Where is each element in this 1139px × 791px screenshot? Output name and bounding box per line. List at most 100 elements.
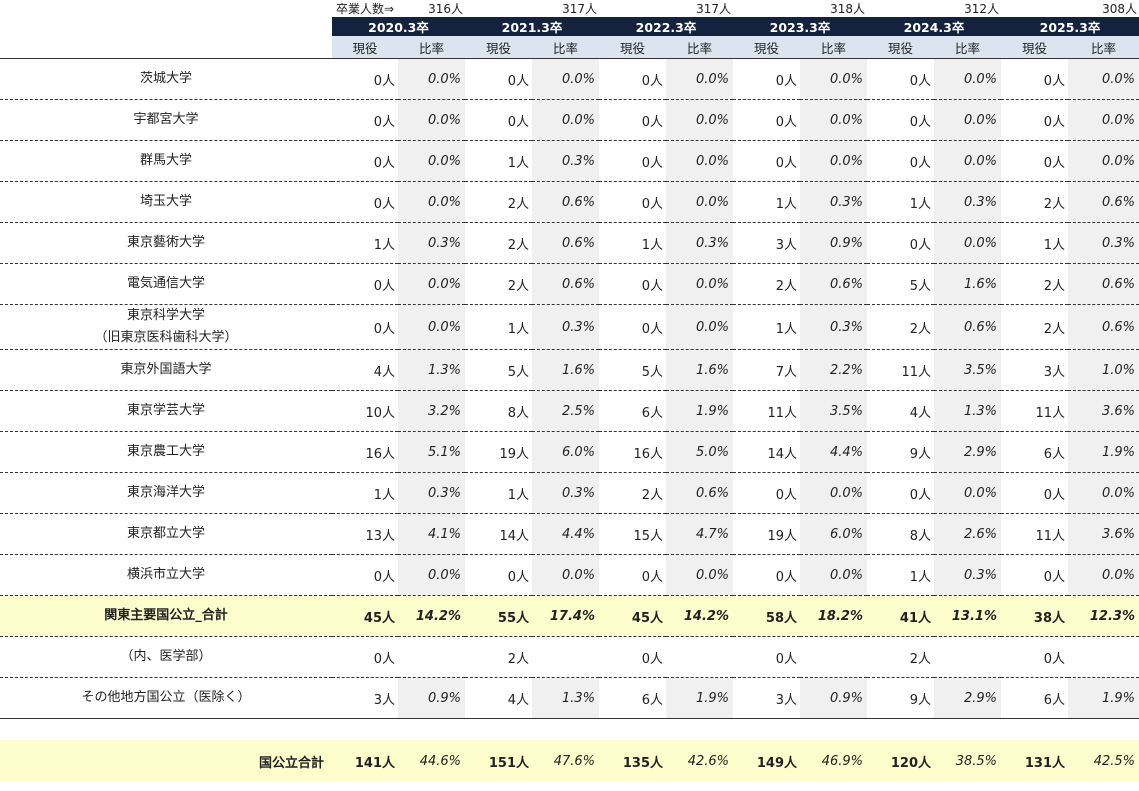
rate-cell: 0.0%: [666, 181, 733, 223]
count-cell: 3人: [332, 677, 398, 719]
rate-cell: 0.0%: [1068, 554, 1139, 596]
grad-count: 318人: [830, 2, 865, 16]
count-cell: 11人: [867, 349, 934, 391]
count-cell: 2人: [867, 304, 934, 350]
count-cell: 41人: [867, 595, 934, 637]
count-cell: 2人: [1001, 263, 1068, 305]
sub-header-rate: 比率: [1068, 36, 1139, 59]
count-cell: 3人: [733, 677, 800, 719]
year-header-row: 2020.3卒 2021.3卒 2022.3卒 2023.3卒 2024.3卒 …: [0, 17, 1139, 36]
year-header: 2020.3卒: [332, 17, 465, 36]
sub-header-count: 現役: [867, 36, 934, 59]
grad-count: 312人: [964, 2, 999, 16]
rate-cell: 0.6%: [532, 263, 599, 305]
rate-cell: [1068, 636, 1139, 678]
count-cell: 10人: [332, 390, 398, 432]
rate-cell: 0.0%: [532, 99, 599, 141]
count-cell: 8人: [867, 513, 934, 555]
table-row: 茨城大学 0人 0.0% 0人 0.0% 0人 0.0% 0人 0.0% 0人 0.0% 0人 0.0%: [0, 58, 1139, 100]
count-cell: 0人: [867, 472, 934, 514]
rate-cell: 0.6%: [1068, 304, 1139, 350]
count-cell: 0人: [1001, 472, 1068, 514]
rate-cell: 38.5%: [934, 740, 1001, 782]
graduates-row: 卒業人数⇒ 316人 317人 317人 318人 312人 308人: [0, 0, 1139, 17]
year-header: 2022.3卒: [599, 17, 733, 36]
count-cell: 1人: [1001, 222, 1068, 264]
rate-cell: 0.0%: [398, 263, 465, 305]
rate-cell: 0.0%: [934, 58, 1001, 100]
count-cell: 135人: [599, 740, 666, 782]
rate-cell: 1.9%: [1068, 677, 1139, 719]
count-cell: 11人: [1001, 390, 1068, 432]
university-name: 横浜市立大学: [0, 554, 332, 596]
university-name: 電気通信大学: [0, 263, 332, 305]
count-cell: 14人: [733, 431, 800, 473]
rate-cell: 0.3%: [934, 554, 1001, 596]
rate-cell: 2.9%: [934, 431, 1001, 473]
count-cell: 6人: [599, 390, 666, 432]
count-cell: 45人: [332, 595, 398, 637]
count-cell: 0人: [1001, 140, 1068, 182]
count-cell: 1人: [867, 554, 934, 596]
rate-cell: 1.3%: [532, 677, 599, 719]
count-cell: 5人: [867, 263, 934, 305]
count-cell: 1人: [465, 472, 532, 514]
grad-count: 308人: [1102, 2, 1137, 16]
count-cell: 0人: [599, 58, 666, 100]
sub-header-count: 現役: [1001, 36, 1068, 59]
subtotal-row: 関東主要国公立_合計 45人 14.2% 55人 17.4% 45人 14.2% 58人 18.…: [0, 595, 1139, 637]
count-cell: 0人: [733, 636, 800, 678]
rate-cell: 12.3%: [1068, 595, 1139, 637]
rate-cell: 14.2%: [398, 595, 465, 637]
rate-cell: 0.0%: [800, 472, 867, 514]
table-row: 東京外国語大学 4人 1.3% 5人 1.6% 5人 1.6% 7人 2.2% 11人 3.5% 3人…: [0, 349, 1139, 391]
rate-cell: 5.0%: [666, 431, 733, 473]
count-cell: 0人: [733, 472, 800, 514]
count-cell: 131人: [1001, 740, 1068, 782]
rate-cell: 1.0%: [1068, 349, 1139, 391]
count-cell: 2人: [465, 636, 532, 678]
university-name: （内、医学部）: [0, 636, 332, 678]
count-cell: 55人: [465, 595, 532, 637]
year-header: 2021.3卒: [465, 17, 599, 36]
count-cell: 2人: [1001, 304, 1068, 350]
sub-header-rate: 比率: [398, 36, 465, 59]
sub-header-count: 現役: [599, 36, 666, 59]
university-name-text: 関東主要国公立_合計: [104, 608, 228, 623]
count-cell: 3人: [733, 222, 800, 264]
university-name-text: 東京科学大学: [126, 308, 205, 323]
rate-cell: 1.3%: [398, 349, 465, 391]
year-header: 2025.3卒: [1001, 17, 1139, 36]
count-cell: 0人: [332, 99, 398, 141]
rate-cell: [532, 636, 599, 678]
count-cell: 0人: [599, 99, 666, 141]
count-cell: 0人: [1001, 636, 1068, 678]
rate-cell: 0.0%: [800, 99, 867, 141]
count-cell: 0人: [465, 554, 532, 596]
rate-cell: 1.3%: [934, 390, 1001, 432]
university-name-text: 東京藝術大学: [126, 235, 205, 250]
count-cell: 0人: [867, 140, 934, 182]
university-name-text: 群馬大学: [139, 153, 192, 168]
count-cell: 0人: [332, 263, 398, 305]
university-name: 関東主要国公立_合計: [0, 595, 332, 637]
rate-cell: [666, 636, 733, 678]
count-cell: 0人: [867, 222, 934, 264]
count-cell: 0人: [1001, 58, 1068, 100]
rate-cell: 42.6%: [666, 740, 733, 782]
rate-cell: 3.6%: [1068, 390, 1139, 432]
table-row: 東京海洋大学 1人 0.3% 1人 0.3% 2人 0.6% 0人 0.0% 0人 0.0% 0人 0.…: [0, 472, 1139, 514]
rate-cell: 0.0%: [532, 554, 599, 596]
sub-header-count: 現役: [465, 36, 532, 59]
count-cell: 14人: [465, 513, 532, 555]
count-cell: 1人: [465, 304, 532, 350]
university-name-text: 茨城大学: [139, 71, 192, 86]
rate-cell: 0.6%: [666, 472, 733, 514]
rate-cell: 0.0%: [666, 554, 733, 596]
count-cell: 16人: [332, 431, 398, 473]
count-cell: 0人: [1001, 99, 1068, 141]
count-cell: 151人: [465, 740, 532, 782]
university-name: 東京農工大学: [0, 431, 332, 473]
rate-cell: [934, 636, 1001, 678]
rate-cell: 0.3%: [800, 181, 867, 223]
